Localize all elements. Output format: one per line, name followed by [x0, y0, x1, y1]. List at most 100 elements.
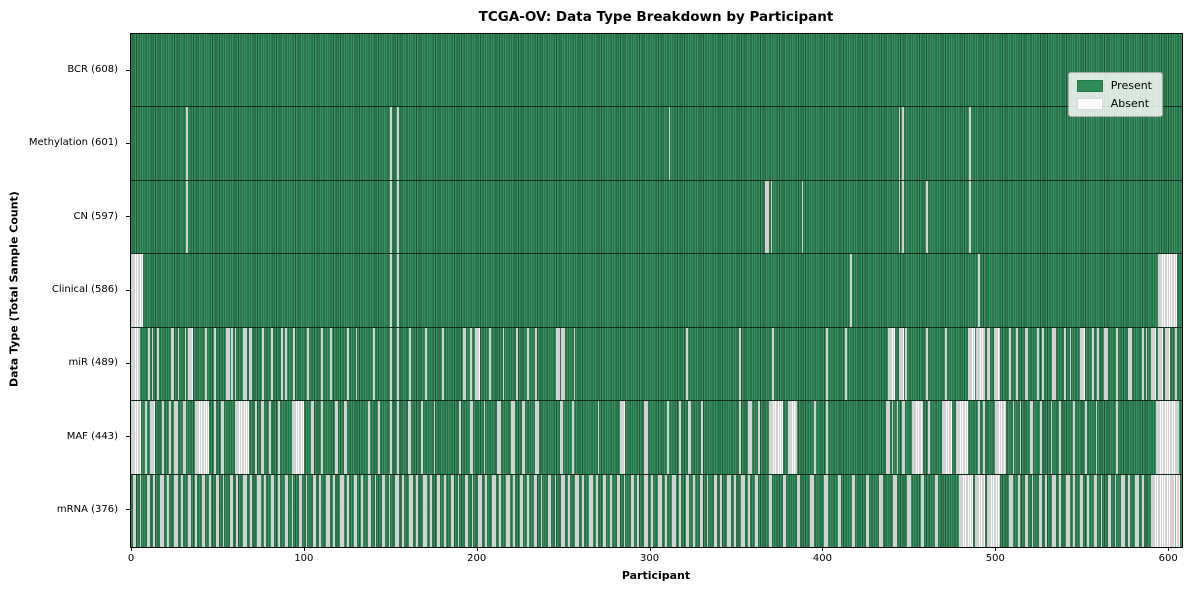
- absent-stripe: [1017, 474, 1020, 547]
- absent-stripe: [526, 327, 529, 401]
- absent-stripe: [436, 474, 441, 547]
- absent-stripe: [955, 401, 968, 474]
- absent-stripe: [941, 401, 953, 474]
- absent-stripe: [310, 401, 315, 474]
- absent-stripe: [169, 401, 171, 474]
- absent-stripe: [291, 474, 294, 547]
- absent-stripe: [1128, 474, 1131, 547]
- x-tick-label: 600: [1158, 553, 1178, 564]
- absent-stripe: [813, 401, 816, 474]
- heatmap-row-cn: [131, 180, 1182, 255]
- legend-label-present: Present: [1110, 79, 1152, 92]
- absent-stripe: [1073, 474, 1075, 547]
- absent-stripe: [825, 401, 828, 474]
- absent-stripe: [170, 327, 175, 401]
- absent-stripe: [1114, 474, 1117, 547]
- absent-stripe: [685, 327, 688, 401]
- absent-stripe: [796, 474, 800, 547]
- absent-stripe: [727, 474, 731, 547]
- absent-stripe: [457, 474, 460, 547]
- absent-stripe: [926, 180, 928, 254]
- absent-stripe: [1080, 474, 1084, 547]
- absent-stripe: [160, 474, 164, 547]
- absent-stripe: [699, 474, 704, 547]
- absent-stripe: [148, 327, 150, 401]
- absent-stripe: [144, 401, 147, 474]
- absent-stripe: [298, 474, 303, 547]
- absent-stripe: [424, 327, 427, 401]
- absent-stripe: [519, 474, 524, 547]
- absent-stripe: [898, 107, 901, 180]
- absent-stripe: [1116, 401, 1119, 474]
- absent-stripe: [644, 401, 648, 474]
- absent-stripe: [469, 401, 474, 474]
- absent-stripe: [865, 474, 870, 547]
- absent-stripe: [1157, 254, 1177, 327]
- absent-stripe: [1097, 327, 1100, 401]
- absent-stripe: [229, 474, 233, 547]
- absent-stripe: [1012, 401, 1015, 474]
- absent-stripe: [665, 474, 667, 547]
- absent-stripe: [485, 474, 488, 547]
- absent-stripe: [397, 327, 399, 401]
- absent-stripe: [770, 180, 773, 254]
- absent-stripe: [983, 401, 985, 474]
- absent-stripe: [381, 474, 386, 547]
- legend-entry-absent: Absent: [1076, 97, 1152, 110]
- absent-stripe: [390, 401, 392, 474]
- absent-stripe: [934, 474, 939, 547]
- absent-stripe: [905, 327, 908, 401]
- absent-stripe: [469, 327, 472, 401]
- absent-stripe: [879, 474, 883, 547]
- absent-stripe: [748, 401, 752, 474]
- absent-stripe: [568, 474, 571, 547]
- absent-stripe: [554, 474, 557, 547]
- present-swatch-icon: [1076, 79, 1103, 92]
- absent-stripe: [397, 401, 399, 474]
- absent-stripe: [1016, 327, 1018, 401]
- absent-stripe: [1107, 474, 1112, 547]
- absent-stripe: [255, 401, 258, 474]
- x-tick-mark: [995, 547, 997, 551]
- absent-stripe: [257, 474, 261, 547]
- absent-stripe: [967, 327, 975, 401]
- x-tick-label: 0: [127, 553, 135, 564]
- absent-stripe: [367, 474, 372, 547]
- absent-stripe: [464, 474, 469, 547]
- absent-stripe: [222, 474, 225, 547]
- absent-stripe: [513, 474, 515, 547]
- absent-stripe: [188, 474, 192, 547]
- absent-stripe: [174, 474, 178, 547]
- absent-stripe: [284, 327, 287, 401]
- absent-stripe: [1116, 327, 1119, 401]
- heatmap-row-clinical: [131, 254, 1182, 328]
- absent-stripe: [1150, 327, 1157, 401]
- absent-stripe: [969, 180, 972, 254]
- absent-stripe: [390, 180, 392, 254]
- y-tick-label-bcr: BCR (608): [67, 64, 118, 76]
- absent-stripe: [131, 254, 144, 327]
- absent-stripe: [497, 401, 501, 474]
- absent-stripe: [1157, 327, 1163, 401]
- absent-stripe: [1100, 474, 1103, 547]
- absent-stripe: [433, 401, 436, 474]
- y-axis-tick-labels: BCR (608) Methylation (601) CN (597) Clinic…: [0, 33, 126, 546]
- absent-stripe: [248, 327, 252, 401]
- absent-stripe: [156, 327, 159, 401]
- absent-stripe: [208, 474, 211, 547]
- absent-stripe: [692, 474, 695, 547]
- absent-stripe: [478, 474, 482, 547]
- absent-stripe: [347, 474, 349, 547]
- absent-stripe: [1150, 474, 1181, 547]
- y-tick-mark: [126, 142, 130, 144]
- absent-stripe: [535, 327, 538, 401]
- absent-stripe: [1019, 401, 1022, 474]
- absent-stripe: [1024, 474, 1029, 547]
- absent-stripe: [1069, 327, 1072, 401]
- absent-stripe: [521, 401, 526, 474]
- absent-stripe: [739, 401, 742, 474]
- absent-stripe: [535, 401, 539, 474]
- heatmap-row-maf: [131, 401, 1182, 475]
- absent-stripe: [150, 401, 156, 474]
- absent-stripe: [844, 327, 847, 401]
